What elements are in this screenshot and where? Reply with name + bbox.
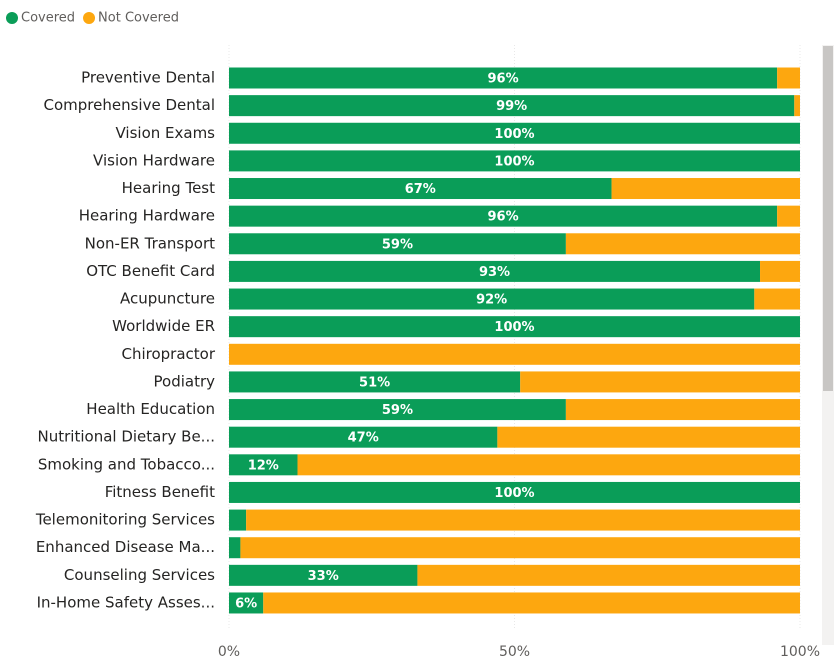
bar-segment bbox=[297, 454, 800, 476]
data-label: 100% bbox=[494, 486, 534, 501]
bar-segment bbox=[229, 316, 800, 338]
bar-segment bbox=[229, 509, 247, 531]
y-tick-label: Acupuncture bbox=[120, 290, 215, 308]
data-label: 51% bbox=[359, 375, 390, 390]
bar-segment bbox=[263, 592, 800, 614]
y-tick-label: Hearing Hardware bbox=[79, 207, 215, 225]
y-tick-label: Fitness Benefit bbox=[105, 483, 215, 501]
y-tick-label: Worldwide ER bbox=[112, 317, 215, 335]
bar-segment bbox=[229, 371, 521, 393]
legend-label: Covered bbox=[21, 11, 75, 26]
data-label: 47% bbox=[348, 431, 379, 446]
legend-swatch bbox=[6, 12, 18, 24]
legend-swatch bbox=[83, 12, 96, 24]
bar-segment bbox=[229, 260, 761, 282]
bar-segment bbox=[417, 564, 800, 586]
data-label: 6% bbox=[235, 596, 257, 611]
bar-segment bbox=[229, 67, 778, 89]
y-tick-label: Non-ER Transport bbox=[85, 234, 215, 252]
y-tick-label: Vision Exams bbox=[115, 124, 215, 142]
scrollbar-thumb[interactable] bbox=[823, 46, 833, 391]
bar-segment bbox=[520, 371, 800, 393]
bar-segment bbox=[229, 288, 755, 310]
bar-segment bbox=[754, 288, 800, 310]
data-label: 100% bbox=[494, 154, 534, 169]
bar-segment bbox=[229, 426, 498, 448]
bar-segment bbox=[565, 399, 800, 421]
y-tick-label: Comprehensive Dental bbox=[44, 96, 215, 114]
y-tick-label: Nutritional Dietary Be... bbox=[38, 428, 215, 446]
data-label: 96% bbox=[488, 72, 519, 87]
bar-segment bbox=[777, 67, 800, 89]
bar-segment bbox=[229, 233, 566, 255]
bar-segment bbox=[497, 426, 800, 448]
bar-segment bbox=[777, 205, 800, 227]
bar-segment bbox=[240, 537, 801, 559]
y-tick-label: Preventive Dental bbox=[81, 69, 215, 87]
bar-segment bbox=[229, 454, 298, 476]
bar-segment bbox=[229, 399, 566, 421]
y-tick-label: Enhanced Disease Ma... bbox=[36, 538, 215, 556]
bar-segment bbox=[229, 592, 264, 614]
legend-label: Not Covered bbox=[98, 11, 179, 26]
data-label: 100% bbox=[494, 127, 534, 142]
x-tick-label: 50% bbox=[499, 644, 530, 660]
data-label: 100% bbox=[494, 320, 534, 335]
y-tick-label: Chiropractor bbox=[121, 345, 215, 363]
data-label: 92% bbox=[476, 293, 507, 308]
bar-segment bbox=[229, 537, 241, 559]
bar-segment bbox=[229, 343, 800, 365]
x-tick-label: 100% bbox=[780, 644, 820, 660]
y-tick-label: OTC Benefit Card bbox=[86, 262, 215, 280]
data-label: 67% bbox=[405, 182, 436, 197]
y-tick-label: Smoking and Tobacco... bbox=[38, 455, 215, 473]
bar-segment bbox=[229, 95, 795, 117]
data-label: 12% bbox=[248, 458, 279, 473]
bar-segment bbox=[611, 178, 800, 200]
x-tick-label: 0% bbox=[218, 644, 240, 660]
y-tick-label: Counseling Services bbox=[64, 566, 215, 584]
bar-segment bbox=[246, 509, 800, 531]
bar-segment bbox=[565, 233, 800, 255]
y-tick-label: Vision Hardware bbox=[93, 151, 215, 169]
bar-segment bbox=[229, 564, 418, 586]
bar-segment bbox=[794, 95, 800, 117]
y-tick-label: Health Education bbox=[86, 400, 215, 418]
data-label: 96% bbox=[488, 210, 519, 225]
data-label: 99% bbox=[496, 99, 527, 114]
bar-segment bbox=[229, 178, 612, 200]
data-label: 59% bbox=[382, 237, 413, 252]
data-label: 33% bbox=[308, 569, 339, 584]
bar-segment bbox=[229, 122, 800, 144]
bar-segment bbox=[760, 260, 800, 282]
bar-segment bbox=[229, 150, 800, 172]
y-tick-label: Hearing Test bbox=[122, 179, 215, 197]
bar-segment bbox=[229, 481, 800, 503]
y-tick-label: Telemonitoring Services bbox=[35, 511, 215, 529]
bar-segment bbox=[229, 205, 778, 227]
data-label: 93% bbox=[479, 265, 510, 280]
data-label: 59% bbox=[382, 403, 413, 418]
y-tick-label: Podiatry bbox=[154, 372, 216, 390]
y-tick-label: In-Home Safety Asses... bbox=[37, 593, 215, 611]
